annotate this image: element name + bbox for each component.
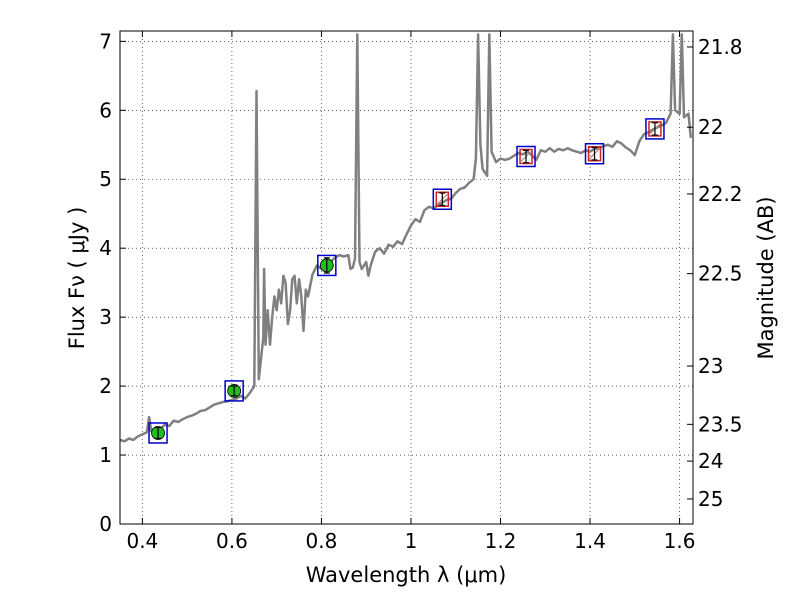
spectrum-layer: [119, 33, 693, 443]
model-band-box: [317, 254, 337, 277]
model-band-box: [516, 145, 536, 168]
observed-box: [519, 148, 533, 165]
mag-tick-label: 22.2: [698, 182, 743, 206]
x-tick-label: 0.6: [216, 529, 248, 553]
x-axis-title: Wavelength λ (μm): [306, 563, 507, 587]
model-band-box: [432, 188, 453, 210]
y-tick-label: 4: [99, 236, 112, 260]
photometry-point: [519, 148, 533, 165]
x-tick-label: 1.2: [485, 529, 517, 553]
y2-axis-title: Magnitude (AB): [754, 196, 778, 359]
photometry-point: [587, 145, 602, 162]
mag-tick-label: 22.5: [698, 262, 743, 286]
mag-tick-label: 22: [698, 115, 723, 139]
plot-frame: [119, 30, 694, 525]
photometry-point: [151, 426, 165, 440]
y-tick-label: 5: [99, 167, 112, 191]
model-band-box: [584, 142, 605, 165]
y-axis-title: Flux Fν ( μJy ): [65, 207, 89, 350]
photometry-point: [319, 257, 334, 274]
model-band-box: [645, 118, 665, 140]
mag-tick-label: 21.8: [698, 35, 743, 59]
mag-tick-label: 23.5: [698, 412, 743, 436]
x-tick-label: 0.4: [126, 529, 158, 553]
y-tick-label: 1: [99, 443, 112, 467]
x-tick-label: 1.4: [574, 529, 606, 553]
y-tick-label: 7: [99, 29, 112, 53]
x-tick-label: 1: [405, 529, 418, 553]
observed-box: [648, 121, 662, 137]
spectrum-line: [119, 33, 693, 443]
photometry-layer: [148, 118, 665, 444]
x-tick-label: 0.8: [306, 529, 338, 553]
ticks: [120, 31, 693, 525]
photometry-point: [648, 121, 662, 137]
y-tick-label: 2: [99, 374, 112, 398]
model-band-box: [224, 380, 244, 402]
photometry-point: [227, 384, 242, 398]
observed-box: [435, 191, 450, 207]
grid: [120, 31, 693, 525]
model-band-box: [148, 422, 168, 444]
y-tick-label: 6: [99, 98, 112, 122]
photometry-point: [435, 191, 450, 207]
mag-tick-label: 23: [698, 354, 723, 378]
x-tick-label: 1.6: [664, 529, 696, 553]
mag-tick-label: 24: [698, 449, 723, 473]
mag-tick-label: 25: [698, 487, 723, 511]
observed-box: [587, 145, 602, 162]
y-tick-label: 0: [99, 512, 112, 536]
y-tick-label: 3: [99, 305, 112, 329]
